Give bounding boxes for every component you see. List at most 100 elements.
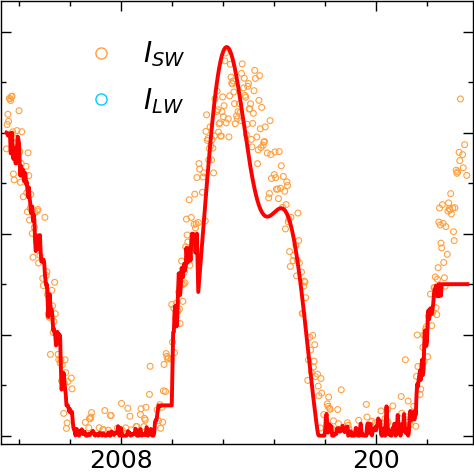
Point [176,320,184,328]
Point [413,331,421,339]
Point [427,290,434,298]
Point [55,356,63,364]
Point [444,250,451,258]
Point [398,410,406,417]
Point [45,310,52,318]
Point [253,133,261,141]
Point [323,400,331,408]
Point [434,275,441,283]
Point [254,160,261,167]
Point [169,338,176,346]
Point [6,95,13,102]
Point [141,415,148,422]
Point [137,411,144,419]
Point [211,95,219,102]
Point [453,170,461,177]
Point [170,304,178,312]
Point [419,331,427,339]
Point [64,378,72,385]
Point [265,190,273,197]
Point [264,149,271,157]
Point [417,385,425,393]
Point [243,131,250,138]
Point [378,423,385,430]
Point [256,125,264,133]
Point [172,314,180,321]
Point [250,87,258,94]
Point [168,301,175,308]
Point [245,80,252,87]
Point [318,389,326,397]
Point [345,425,353,432]
Point [186,262,194,269]
Point [27,191,35,198]
Point [296,259,303,267]
Point [444,207,452,215]
Point [247,100,255,108]
Point [184,238,191,246]
Point [202,128,210,135]
Point [227,61,234,68]
Point [26,216,33,224]
Point [428,322,436,329]
Point [196,165,203,173]
Point [107,411,115,419]
Point [241,91,249,99]
Point [222,119,230,127]
Point [330,417,337,425]
Point [344,419,351,427]
Point [237,109,244,116]
Point [290,252,298,259]
Point [188,214,195,221]
Point [160,387,167,395]
Point [461,141,468,148]
Point [456,95,464,103]
Point [246,105,253,113]
Point [317,375,325,383]
Point [192,220,200,228]
Point [114,424,121,432]
Point [404,416,411,424]
Point [146,363,154,370]
Point [287,213,295,221]
Point [308,368,315,376]
Point [173,299,181,307]
Point [50,318,58,325]
Point [163,353,171,360]
Point [43,272,50,279]
Point [265,194,273,201]
Point [228,79,236,87]
Point [107,412,114,419]
Point [18,128,26,136]
Point [157,424,164,432]
Point [160,361,168,368]
Point [260,138,268,146]
Point [268,175,275,182]
Point [118,426,126,434]
Point [449,204,456,212]
Point [422,323,430,331]
Point [282,225,289,233]
Point [430,284,438,292]
Point [277,184,284,192]
Point [429,309,437,317]
Point [86,415,93,422]
Point [12,138,19,146]
Point [20,172,27,180]
Point [47,312,55,320]
Point [456,157,464,164]
Point [68,374,75,382]
Point [307,346,314,354]
Point [85,424,92,431]
Point [15,107,23,115]
Point [320,411,328,419]
Point [209,136,216,143]
Point [439,219,447,227]
Point [203,111,210,118]
Point [213,87,221,95]
Point [95,424,103,431]
Point [446,206,454,214]
Point [49,302,56,310]
Point [311,341,319,348]
Point [304,377,311,384]
